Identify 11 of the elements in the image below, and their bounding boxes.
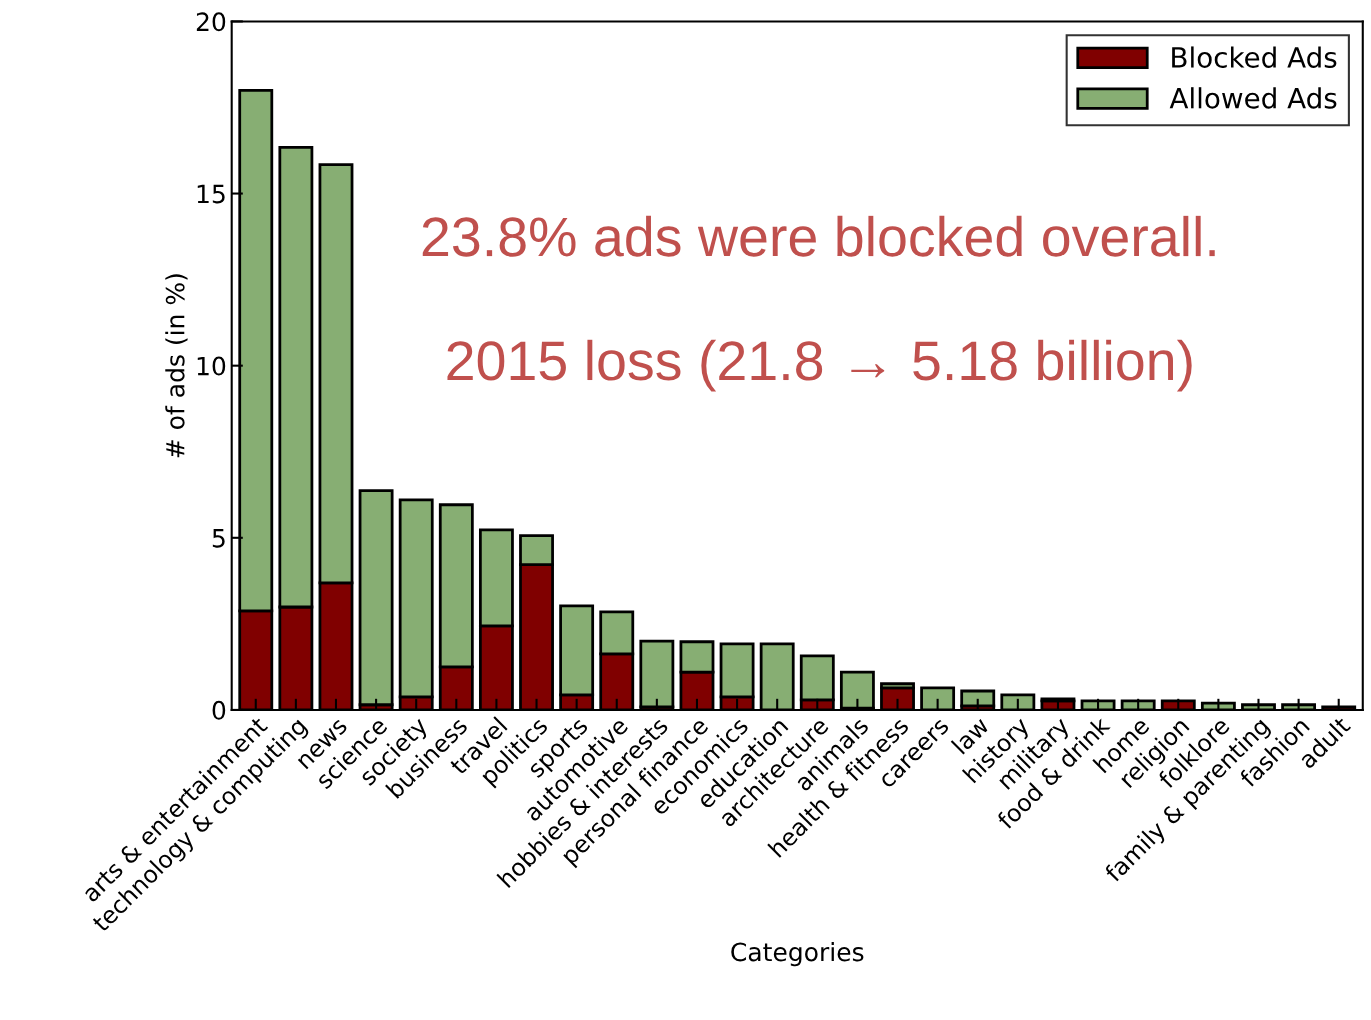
y-tick-label: 5	[212, 529, 225, 548]
y-tick-label: 10	[197, 356, 226, 376]
y-tick-label: 20	[196, 12, 226, 32]
legend-label: Blocked Ads	[1172, 46, 1337, 68]
y-tick-label: 0	[212, 700, 226, 720]
legend-label: Allowed Ads	[1169, 87, 1337, 109]
y-axis-title: # of ads (in %)	[165, 274, 188, 458]
annotation: 2015 loss (21.8 → 5.18 billion)	[447, 339, 1192, 392]
y-tick-label: 15	[197, 184, 225, 204]
annotation: 23.8% ads were blocked overall.	[422, 215, 1215, 257]
x-axis-title: Categories	[731, 942, 864, 967]
